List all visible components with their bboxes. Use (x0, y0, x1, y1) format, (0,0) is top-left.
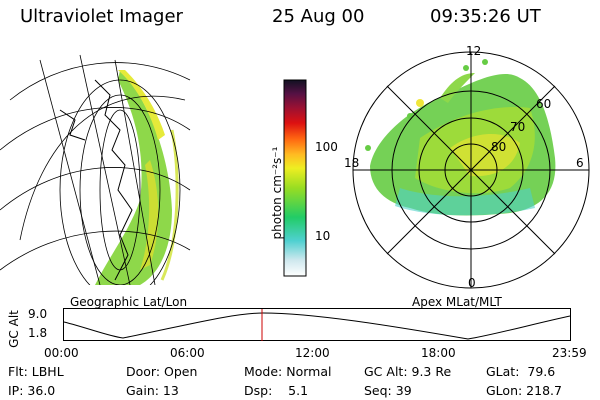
polar-plot (352, 51, 590, 289)
status-gc-alt: GC Alt: 9.3 Re (364, 364, 452, 379)
mlt-label-12: 12 (466, 44, 482, 58)
instrument-title: Ultraviolet Imager (20, 6, 183, 27)
status-door: Door: Open (126, 364, 198, 379)
status-filter: Flt: LBHL (8, 364, 64, 379)
mlat-label-70: 70 (510, 120, 526, 134)
time-tick-2359: 23:59 (552, 346, 587, 360)
geographic-panel-label: Geographic Lat/Lon (70, 295, 188, 309)
colorbar-tick-100: 100 (315, 140, 338, 154)
colorbar-tick-10: 10 (315, 229, 331, 243)
geographic-map (0, 54, 191, 285)
apex-panel-label: Apex MLat/MLT (412, 295, 502, 309)
altitude-ytick-bottom: 1.8 (28, 326, 48, 340)
colorbar (283, 79, 307, 277)
altitude-plot (63, 308, 571, 341)
mlt-label-0: 0 (468, 276, 476, 290)
status-gain: Gain: 13 (126, 383, 179, 398)
observation-date: 25 Aug 00 (272, 6, 365, 27)
altitude-ytick-top: 9.0 (28, 307, 48, 321)
colorbar-unit-label: photon cm⁻²s⁻¹ (270, 146, 284, 240)
time-tick-0000: 00:00 (44, 346, 79, 360)
status-mode: Mode: Normal (244, 364, 332, 379)
time-tick-1200: 12:00 (295, 346, 330, 360)
status-ip: IP: 36.0 (8, 383, 56, 398)
observation-time: 09:35:26 UT (430, 6, 541, 27)
time-tick-0600: 06:00 (170, 346, 205, 360)
mlat-label-60: 60 (536, 97, 552, 111)
altitude-axis-label: GC Alt (7, 310, 21, 348)
status-seq: Seq: 39 (364, 383, 412, 398)
status-glat: GLat: 79.6 (486, 364, 556, 379)
time-tick-1800: 18:00 (421, 346, 456, 360)
mlat-label-80: 80 (491, 140, 507, 154)
status-glon: GLon: 218.7 (486, 383, 562, 398)
mlt-label-6: 6 (576, 156, 584, 170)
status-dsp: Dsp: 5.1 (244, 383, 309, 398)
mlt-label-18: 18 (344, 156, 360, 170)
